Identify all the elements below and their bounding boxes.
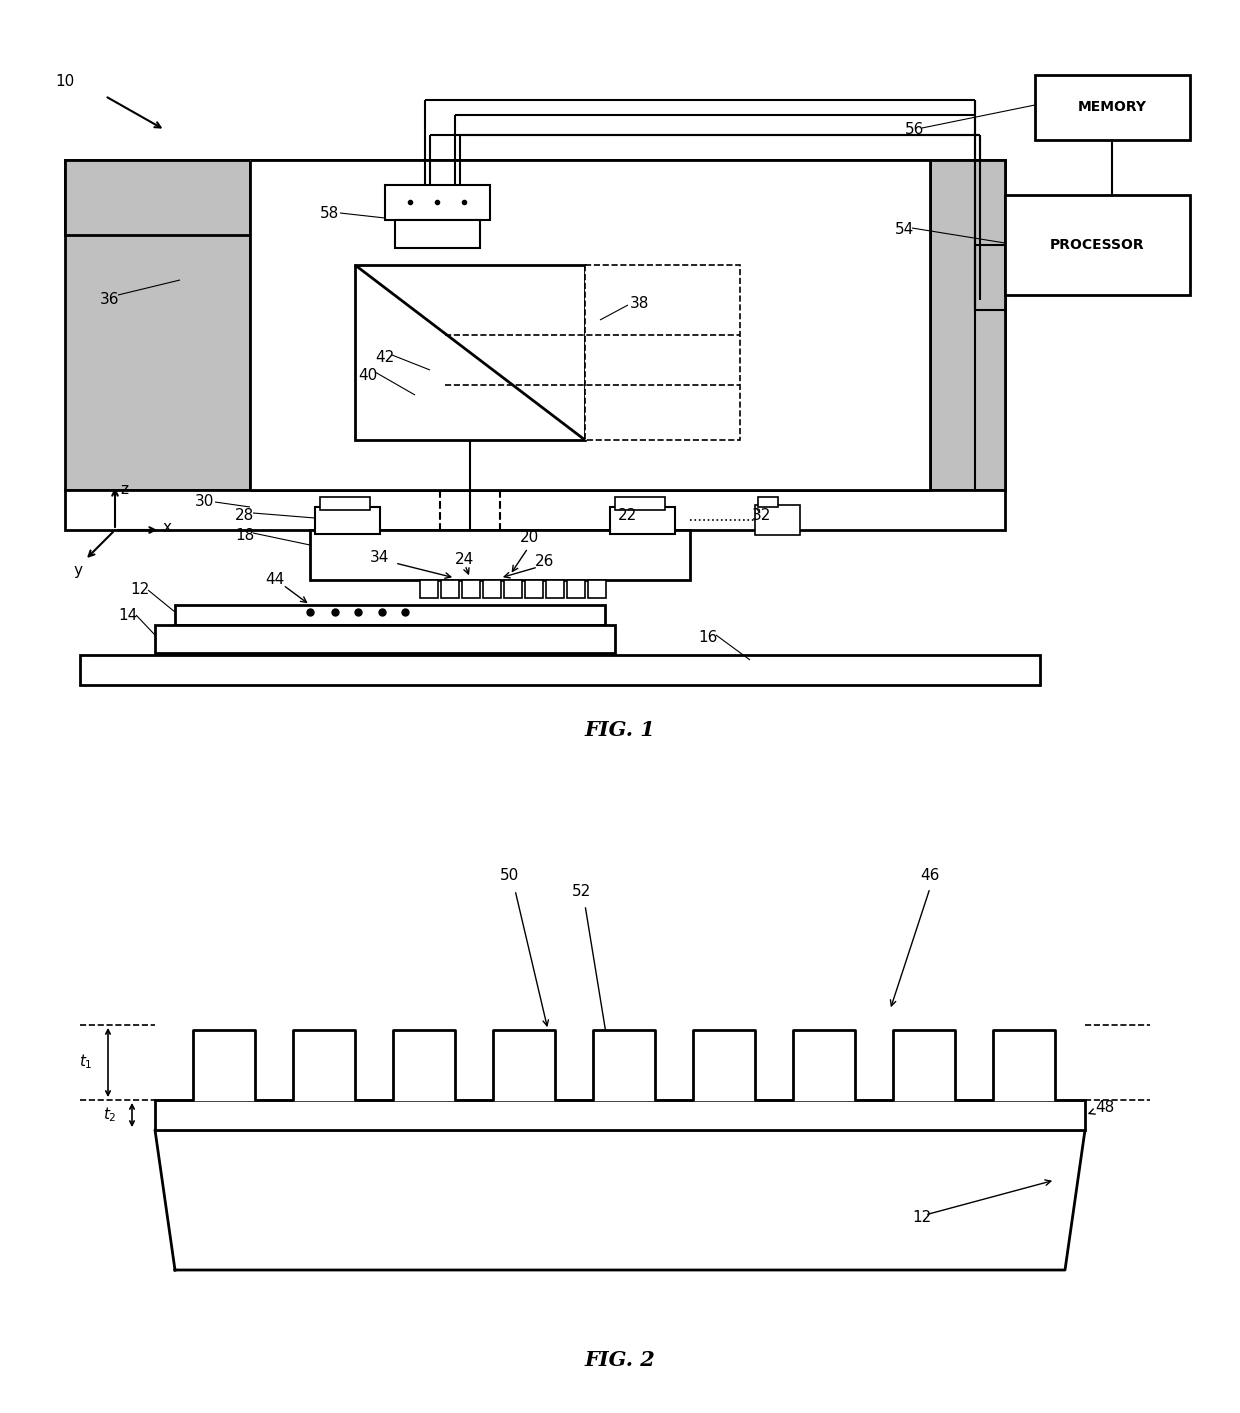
Text: 22: 22 bbox=[618, 507, 637, 523]
Bar bbox=[546, 579, 564, 598]
Text: 44: 44 bbox=[265, 572, 284, 588]
Text: FIG. 1: FIG. 1 bbox=[584, 721, 656, 740]
Text: 46: 46 bbox=[920, 868, 940, 883]
Text: $t_1$: $t_1$ bbox=[79, 1053, 93, 1071]
Text: FIG. 2: FIG. 2 bbox=[584, 1349, 656, 1371]
Text: 52: 52 bbox=[572, 885, 591, 900]
Text: 50: 50 bbox=[500, 868, 520, 883]
Bar bbox=[320, 497, 370, 510]
Bar bbox=[175, 605, 605, 625]
Bar bbox=[250, 160, 930, 490]
Bar bbox=[441, 579, 459, 598]
Text: y: y bbox=[73, 562, 82, 578]
Bar bbox=[250, 160, 930, 490]
Text: 10: 10 bbox=[55, 75, 74, 89]
Bar bbox=[315, 507, 379, 534]
Bar bbox=[310, 530, 689, 579]
Bar bbox=[830, 160, 930, 490]
Text: 40: 40 bbox=[358, 367, 377, 383]
Text: 36: 36 bbox=[100, 292, 119, 308]
Bar bbox=[503, 579, 522, 598]
Text: 28: 28 bbox=[236, 507, 254, 523]
Bar bbox=[1004, 195, 1190, 295]
Text: 18: 18 bbox=[236, 527, 254, 543]
Polygon shape bbox=[155, 1130, 1085, 1270]
Text: 32: 32 bbox=[751, 507, 771, 523]
Bar bbox=[396, 220, 480, 249]
Text: x: x bbox=[162, 520, 172, 534]
Bar bbox=[525, 579, 543, 598]
Bar bbox=[155, 625, 615, 653]
Bar bbox=[155, 1099, 1085, 1130]
Text: 48: 48 bbox=[1095, 1101, 1115, 1115]
Bar bbox=[615, 497, 665, 510]
Bar bbox=[81, 656, 1040, 685]
Text: 56: 56 bbox=[905, 123, 924, 137]
Text: 20: 20 bbox=[520, 530, 539, 545]
Text: 42: 42 bbox=[374, 350, 394, 366]
Text: 24: 24 bbox=[455, 552, 474, 568]
Text: PROCESSOR: PROCESSOR bbox=[1050, 237, 1145, 252]
Text: $t_2$: $t_2$ bbox=[103, 1105, 117, 1125]
Text: 34: 34 bbox=[370, 551, 389, 565]
Text: 54: 54 bbox=[895, 222, 914, 237]
Text: z: z bbox=[120, 482, 128, 497]
Text: 58: 58 bbox=[320, 205, 340, 220]
Text: 16: 16 bbox=[698, 630, 718, 644]
Bar bbox=[585, 266, 740, 439]
Bar bbox=[740, 160, 830, 490]
Bar bbox=[420, 579, 438, 598]
Text: MEMORY: MEMORY bbox=[1078, 100, 1147, 114]
Bar bbox=[463, 579, 480, 598]
Text: 12: 12 bbox=[130, 582, 149, 598]
Bar bbox=[930, 160, 1004, 490]
Bar bbox=[610, 507, 675, 534]
Bar bbox=[755, 504, 800, 536]
Text: 14: 14 bbox=[118, 608, 138, 623]
Text: 38: 38 bbox=[630, 295, 650, 311]
Bar bbox=[758, 497, 777, 507]
Bar bbox=[64, 160, 745, 235]
Polygon shape bbox=[155, 1030, 1085, 1099]
Bar bbox=[64, 160, 250, 490]
Text: 12: 12 bbox=[911, 1211, 931, 1225]
Bar bbox=[384, 185, 490, 220]
Text: 26: 26 bbox=[534, 554, 554, 569]
Bar bbox=[567, 579, 585, 598]
Bar bbox=[484, 579, 501, 598]
Bar bbox=[1035, 75, 1190, 140]
Bar bbox=[588, 579, 606, 598]
Bar bbox=[355, 266, 585, 439]
Bar bbox=[64, 490, 1004, 530]
Bar bbox=[930, 160, 1004, 490]
Text: 30: 30 bbox=[195, 495, 215, 510]
Bar bbox=[740, 160, 830, 490]
